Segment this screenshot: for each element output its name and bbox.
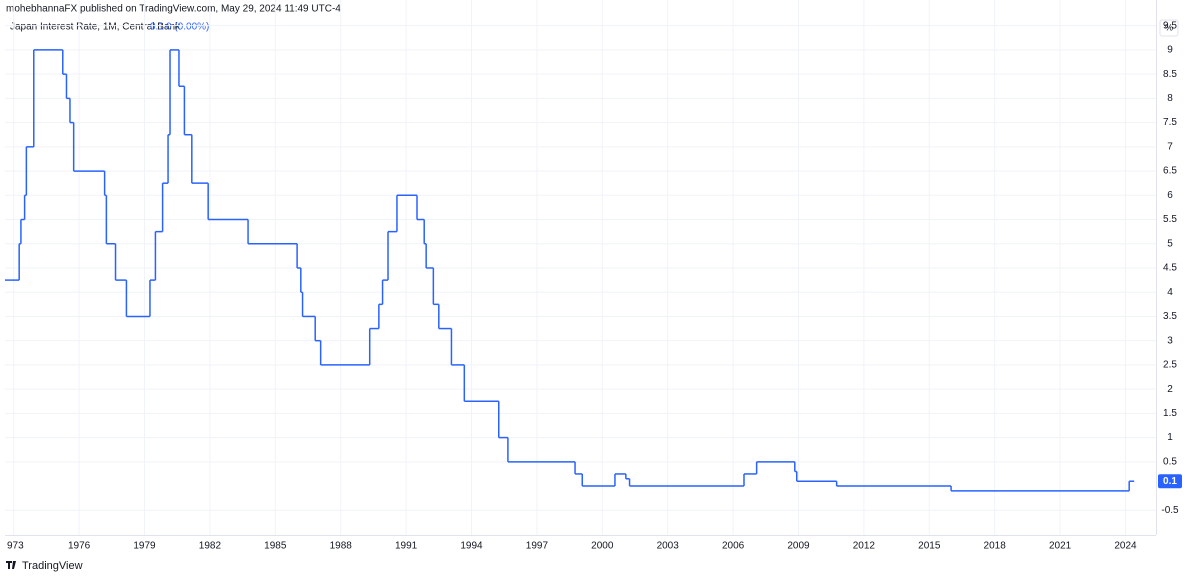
legend-symbol: Japan Interest Rate, 1M, Central Bank bbox=[10, 22, 181, 33]
x-tick-label: 2009 bbox=[787, 541, 810, 552]
legend-change: 0 (0.00%) bbox=[166, 22, 209, 33]
y-tick-label: 1 bbox=[1167, 432, 1173, 443]
x-tick-label: 973 bbox=[7, 541, 24, 552]
legend-last-value: 0.1 bbox=[150, 22, 164, 33]
y-tick-label: 4 bbox=[1167, 287, 1173, 298]
x-tick-label: 1994 bbox=[460, 541, 483, 552]
y-tick-label: 9.5 bbox=[1163, 20, 1177, 31]
y-tick-label: 2 bbox=[1167, 384, 1173, 395]
y-tick-label: 3 bbox=[1167, 335, 1173, 346]
x-tick-label: 2006 bbox=[722, 541, 745, 552]
y-tick-label: 1.5 bbox=[1163, 408, 1177, 419]
y-tick-label: 2.5 bbox=[1163, 360, 1177, 371]
x-tick-label: 1997 bbox=[526, 541, 549, 552]
x-tick-label: 2015 bbox=[918, 541, 941, 552]
x-tick-label: 1976 bbox=[68, 541, 91, 552]
x-tick-label: 1979 bbox=[133, 541, 156, 552]
last-value-box bbox=[1158, 474, 1182, 489]
y-tick-label: 0.5 bbox=[1163, 456, 1177, 467]
y-tick-label: 8 bbox=[1167, 93, 1173, 104]
x-tick-label: 1991 bbox=[395, 541, 418, 552]
y-tick-label: 4.5 bbox=[1163, 263, 1177, 274]
x-tick-label: 1982 bbox=[199, 541, 222, 552]
footer-brand: TradingView bbox=[22, 560, 83, 572]
x-tick-label: 2012 bbox=[853, 541, 876, 552]
published-note: mohebhannaFX published on TradingView.co… bbox=[6, 4, 341, 15]
unit-box bbox=[1159, 19, 1179, 37]
y-tick-label: 6 bbox=[1167, 190, 1173, 201]
y-tick-label: 5.5 bbox=[1163, 214, 1177, 225]
y-tick-label: 9 bbox=[1167, 45, 1173, 56]
x-tick-label: 2003 bbox=[657, 541, 680, 552]
grid bbox=[5, 0, 1156, 535]
x-tick-label: 2024 bbox=[1114, 541, 1137, 552]
y-tick-label: 3.5 bbox=[1163, 311, 1177, 322]
x-tick-label: 2000 bbox=[591, 541, 614, 552]
y-tick-label: 7.5 bbox=[1163, 117, 1177, 128]
tv-logo: TradingView bbox=[6, 560, 83, 572]
y-tick-label: 5 bbox=[1167, 238, 1173, 249]
y-tick-label: -0.5 bbox=[1161, 505, 1179, 516]
x-tick-label: 1988 bbox=[330, 541, 353, 552]
y-tick-label: 6.5 bbox=[1163, 166, 1177, 177]
last-value-label: 0.1 bbox=[1163, 476, 1177, 487]
x-tick-label: 2018 bbox=[984, 541, 1007, 552]
unit-label: % bbox=[1165, 22, 1173, 32]
y-tick-label: 7 bbox=[1167, 141, 1173, 152]
y-tick-label: 8.5 bbox=[1163, 69, 1177, 80]
x-tick-label: 2021 bbox=[1049, 541, 1072, 552]
x-tick-label: 1985 bbox=[264, 541, 287, 552]
